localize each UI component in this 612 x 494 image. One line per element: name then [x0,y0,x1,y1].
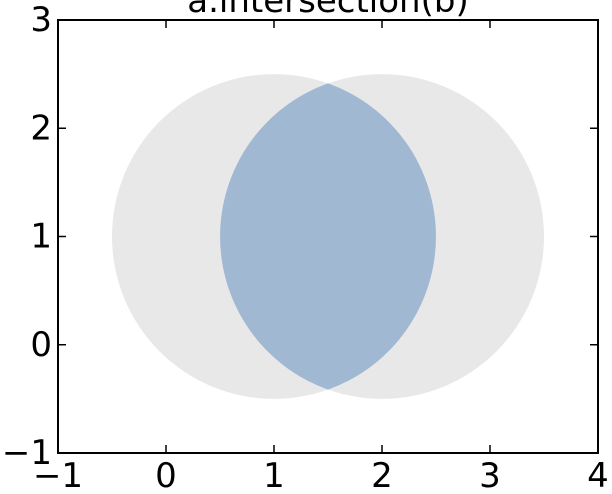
ticks-layer [57,19,599,454]
chart-title: a.intersection(b) [187,0,468,21]
x-tick-label-0: −1 [33,456,83,494]
x-tick-label-1: 0 [155,456,177,494]
y-tick-label-4: 3 [30,0,52,40]
y-tick-label-3: 2 [30,108,52,148]
intersection-region [220,83,436,390]
x-tick-label-3: 2 [371,456,393,494]
x-tick-label-2: 1 [263,456,285,494]
intersection-layer [220,83,436,390]
x-tick-label-5: 4 [587,456,609,494]
y-tick-label-0: −1 [2,433,52,473]
y-tick-label-1: 0 [30,325,52,365]
x-tick-label-4: 3 [479,456,501,494]
y-tick-label-2: 1 [30,217,52,257]
